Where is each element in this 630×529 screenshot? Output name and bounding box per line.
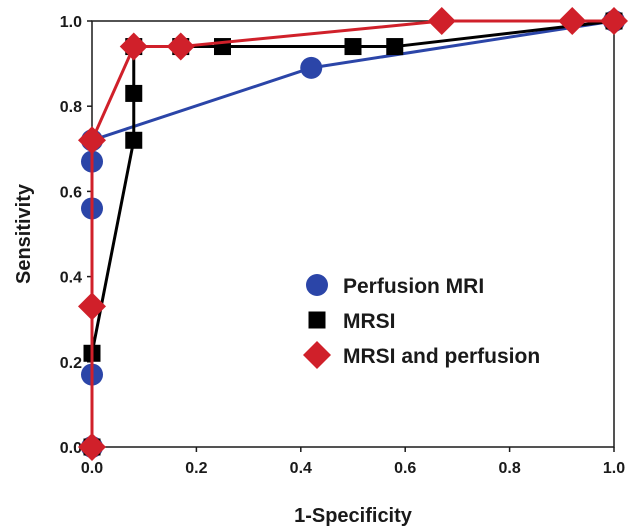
data-point <box>386 38 404 56</box>
series-0 <box>81 10 625 458</box>
data-point <box>344 38 362 56</box>
data-point <box>600 7 628 35</box>
series-line <box>90 19 614 447</box>
legend-label: MRSI <box>343 310 396 333</box>
x-tick-label: 0.0 <box>81 460 103 477</box>
series-line <box>90 19 615 447</box>
data-point <box>119 32 148 61</box>
y-tick-label: 0.0 <box>60 440 82 457</box>
x-tick-label: 0.4 <box>290 460 312 477</box>
series-line <box>90 19 615 447</box>
x-tick-label: 0.2 <box>185 460 207 477</box>
legend: Perfusion MRI MRSI MRSI and perfusion <box>303 274 540 369</box>
series-2 <box>78 7 628 461</box>
axis-ticks: 0.0 0.2 0.4 0.6 0.8 1.0 0.0 0.2 0.4 0.6 0.8 1.0 <box>60 14 625 477</box>
data-point <box>166 32 195 61</box>
y-tick-label: 0.8 <box>60 99 82 116</box>
series-layer <box>78 7 628 461</box>
x-tick-label: 0.6 <box>394 460 416 477</box>
y-tick-label: 0.6 <box>60 184 82 201</box>
x-tick-label: 1.0 <box>603 460 625 477</box>
legend-marker <box>308 311 326 329</box>
data-point <box>78 292 106 321</box>
plot-area <box>91 20 615 448</box>
y-axis-title: Sensitivity <box>13 183 35 284</box>
data-point <box>558 7 587 35</box>
data-point <box>78 126 106 155</box>
y-tick-label: 1.0 <box>60 14 82 31</box>
data-point <box>300 56 323 79</box>
legend-marker <box>306 274 328 296</box>
y-tick-label: 0.2 <box>60 355 82 372</box>
data-point <box>78 433 106 461</box>
data-point <box>427 7 456 35</box>
legend-label: MRSI and perfusion <box>343 345 540 368</box>
legend-marker <box>303 341 331 369</box>
data-point <box>125 131 143 149</box>
y-tick-label: 0.4 <box>60 270 82 287</box>
legend-label: Perfusion MRI <box>343 275 484 298</box>
x-tick-label: 0.8 <box>498 460 520 477</box>
x-axis-title: 1-Specificity <box>294 505 413 527</box>
data-point <box>125 84 143 102</box>
series-1 <box>83 12 623 456</box>
